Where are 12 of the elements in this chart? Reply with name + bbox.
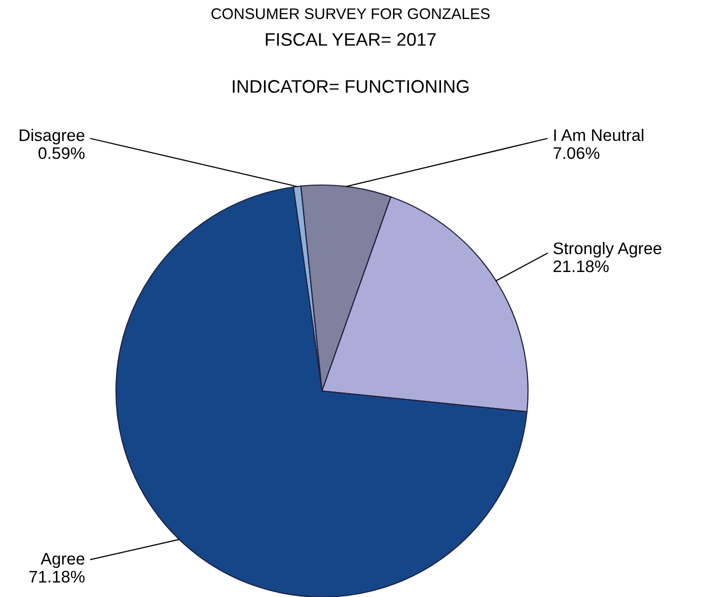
slice-label: I Am Neutral	[554, 128, 644, 142]
pie-slice	[115, 186, 528, 597]
chart-subtitle: FISCAL YEAR= 2017	[266, 33, 436, 46]
slice-label: Strongly Agree	[553, 242, 662, 258]
data-label: 0.59%	[38, 147, 85, 160]
slice-label: Agree	[40, 553, 84, 568]
data-label: 21.18%	[554, 260, 609, 272]
data-label: 71.18%	[29, 570, 85, 583]
chart-title: CONSUMER SURVEY FOR GONZALES	[211, 8, 490, 20]
data-label: 7.06%	[554, 147, 600, 160]
slice-label: Disagree	[20, 128, 84, 144]
text: INDICATOR= FUNCTIONING	[232, 80, 468, 93]
